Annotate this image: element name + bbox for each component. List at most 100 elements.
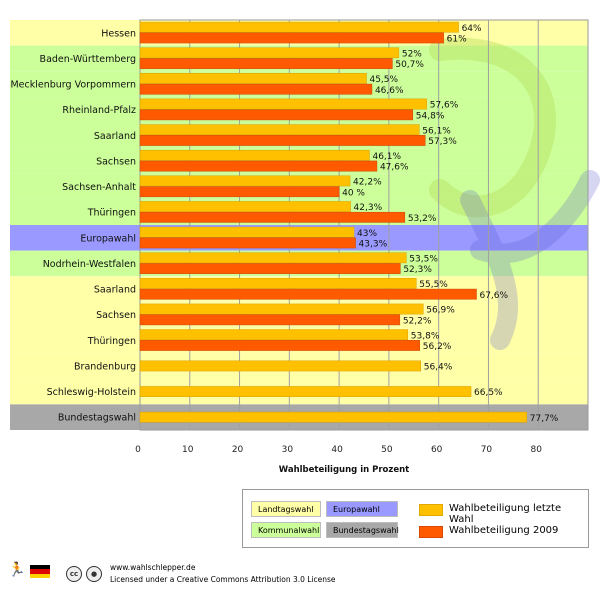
bar-last-wahl	[139, 21, 459, 33]
category-label: Schleswig-Holstein	[47, 387, 136, 398]
background-mascot	[460, 170, 600, 350]
legend: Landtagswahl Europawahl Kommunalwahl Bun…	[242, 489, 589, 548]
data-label-2009: 57,3%	[428, 137, 457, 147]
data-label-last: 53,5%	[409, 254, 438, 264]
category-label: Thüringen	[87, 208, 136, 219]
data-label-2009: 50,7%	[395, 60, 424, 70]
bar-2009	[139, 83, 373, 95]
category-label: Thüringen	[87, 336, 136, 347]
data-label-2009: 52,2%	[403, 316, 432, 326]
bar-last-wahl	[139, 252, 407, 264]
data-label-last: 55,5%	[419, 280, 448, 290]
bar-2009	[139, 340, 421, 351]
category-label: Sachsen	[96, 156, 136, 167]
data-label-last: 52%	[402, 49, 422, 59]
data-label-last: 56,9%	[426, 306, 455, 316]
data-label-last: 64%	[462, 24, 482, 34]
legend-group-bundestagswahl: Bundestagswahl	[326, 522, 399, 538]
bar-last-wahl	[139, 411, 528, 423]
bar-2009	[139, 160, 378, 172]
data-label-last: 56,1%	[422, 126, 451, 136]
bar-last-wahl	[139, 175, 351, 187]
data-label-2009: 54,8%	[416, 111, 445, 121]
bar-last-wahl	[139, 201, 351, 212]
bar-2009	[139, 135, 426, 146]
bar-2009	[139, 109, 414, 121]
category-label: Sachsen	[96, 310, 136, 321]
bar-2009	[139, 58, 393, 69]
bar-2009	[139, 186, 340, 198]
bar-last-wahl	[139, 226, 355, 238]
cc-icon: cc	[66, 566, 82, 582]
category-label: Sachsen-Anhalt	[62, 182, 136, 193]
category-label: Saarland	[94, 131, 136, 142]
bar-2009	[139, 237, 356, 249]
x-tick-label: 10	[182, 445, 194, 455]
category-label: Bundestagswahl	[58, 413, 136, 424]
by-icon: ●	[86, 566, 102, 582]
bar-last-wahl	[139, 73, 367, 84]
bar-last-wahl	[139, 47, 400, 59]
data-label-last: 45,5%	[369, 75, 398, 85]
x-tick-label: 80	[530, 445, 542, 455]
bar-last-wahl	[139, 360, 421, 372]
chart: 0 10 20 30 40 50 60 70 80 Wahlbeteiligung in Proz…	[10, 19, 600, 475]
data-label-2009: 53,2%	[408, 214, 437, 224]
data-label-last: 57,6%	[430, 101, 459, 111]
bar-last-wahl	[139, 98, 427, 110]
category-label: Baden-Württemberg	[40, 54, 136, 65]
x-tick-label: 60	[431, 445, 443, 455]
data-label-2009: 52,3%	[403, 265, 432, 275]
data-label-last: 46,1%	[372, 152, 401, 162]
data-label-2009: 67,6%	[479, 291, 508, 301]
category-label: Hessen	[101, 28, 136, 39]
bar-2009	[139, 211, 406, 223]
data-label-2009: 46,6%	[375, 86, 404, 96]
bar-2009	[139, 263, 401, 274]
footer-license: Licensed under a Creative Commons Attrib…	[110, 575, 336, 584]
bar-last-wahl	[139, 124, 420, 136]
bar-2009	[139, 288, 477, 300]
runner-logo-icon: 🏃	[8, 562, 26, 578]
background-mascot	[429, 37, 556, 218]
category-label: Nodrhein-Westfalen	[43, 259, 136, 270]
x-tick-label: 40	[331, 445, 343, 455]
bar-last-wahl	[139, 303, 424, 315]
x-tick-label: 0	[135, 445, 141, 455]
bar-last-wahl	[139, 329, 409, 341]
data-label-last: 77,7%	[530, 414, 559, 424]
category-label: Rheinland-Pfalz	[62, 105, 136, 116]
bar-2009	[139, 314, 401, 326]
legend-group-landtagswahl: Landtagswahl	[251, 501, 321, 517]
bar-2009	[139, 32, 444, 44]
data-label-last: 66,5%	[474, 388, 503, 398]
data-label-2009: 40 %	[342, 188, 365, 198]
data-label-2009: 43,3%	[359, 240, 388, 250]
category-label: Mecklenburg Vorpommern	[10, 80, 136, 91]
data-label-last: 56,4%	[424, 363, 453, 373]
bar-last-wahl	[139, 278, 417, 289]
footer-website: www.wahlschlepper.de	[110, 563, 196, 572]
x-tick-label: 30	[282, 445, 294, 455]
legend-swatch-last	[419, 504, 443, 516]
plot-area	[139, 19, 589, 431]
bar-last-wahl	[139, 149, 370, 161]
legend-swatch-current	[419, 526, 443, 538]
x-tick-label: 50	[381, 445, 393, 455]
category-label: Brandenburg	[74, 361, 136, 372]
legend-group-europawahl: Europawahl	[326, 501, 398, 517]
x-tick-label: 20	[232, 445, 244, 455]
data-label-2009: 47,6%	[380, 163, 409, 173]
legend-label-last: Wahlbeteiligung letzte Wahl	[449, 503, 562, 525]
category-label: Saarland	[94, 285, 136, 296]
category-label: Europawahl	[80, 233, 136, 244]
data-label-last: 42,2%	[353, 178, 382, 188]
data-label-2009: 56,2%	[423, 342, 452, 352]
german-flag-icon	[30, 565, 50, 578]
x-axis-label: Wahlbeteiligung in Prozent	[279, 465, 409, 475]
data-label-last: 43%	[357, 229, 377, 239]
data-label-last: 53,8%	[411, 331, 440, 341]
legend-label-current: Wahlbeteiligung 2009	[449, 525, 559, 536]
bar-last-wahl	[139, 386, 472, 397]
legend-group-kommunalwahl: Kommunalwahl	[251, 522, 321, 538]
